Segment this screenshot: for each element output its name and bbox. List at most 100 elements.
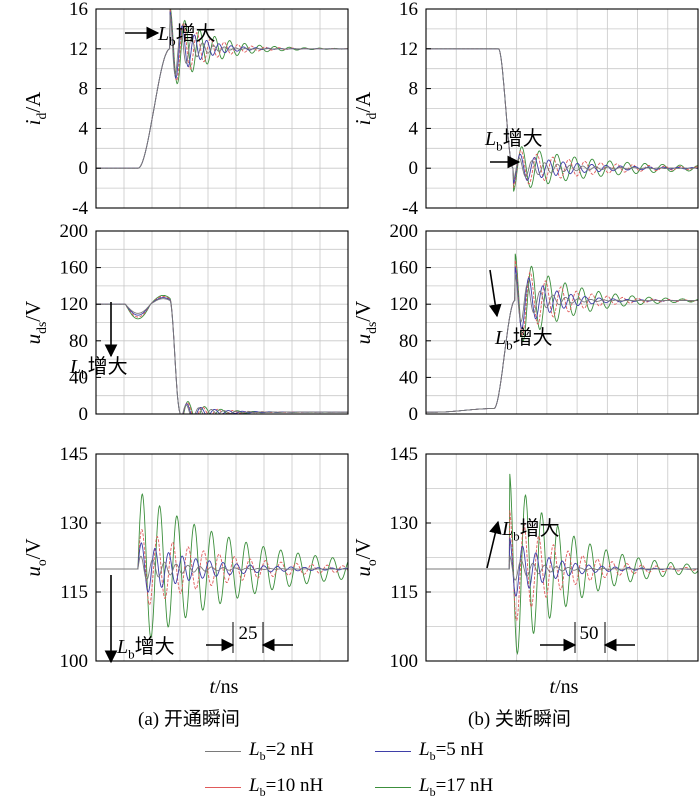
plot-frame xyxy=(425,453,699,662)
y-tick-label: 145 xyxy=(60,444,89,465)
text-part: 增大 xyxy=(503,127,543,150)
y-tick-label: 160 xyxy=(60,258,89,279)
y-tick-label: 200 xyxy=(390,221,419,242)
y-axis-label: id/A xyxy=(21,91,49,126)
series-line-2nH xyxy=(96,555,348,581)
y-tick-label: 80 xyxy=(399,331,418,352)
legend-item-17nH: Lb=17 nH xyxy=(375,772,493,802)
x-axis-label: t/ns xyxy=(550,676,579,698)
text-part: /V xyxy=(351,538,375,559)
text-part: L xyxy=(116,636,128,658)
series-line-10nH xyxy=(426,48,699,188)
text-part: i xyxy=(351,119,375,125)
y-tick-label: 160 xyxy=(390,258,419,279)
text-part: b xyxy=(81,367,88,382)
series-line-2nH xyxy=(426,555,698,581)
panel-b-bot: 100 115 130 145 uo/V t/ns Lb增大 50 xyxy=(351,444,699,698)
text-part: d xyxy=(34,112,49,119)
text-part: u xyxy=(21,334,45,345)
series-line-17nH xyxy=(426,253,699,413)
text-part: /ns xyxy=(555,676,579,698)
y-axis-label: uo/V xyxy=(21,538,49,576)
legend-label: Lb=17 nH xyxy=(419,774,494,799)
series-line-2nH xyxy=(96,298,348,415)
legend-item-10nH: Lb=10 nH xyxy=(205,772,323,802)
panel-a-mid: 0 40 80 120 160 200 uds/V Lb增大 xyxy=(21,221,349,425)
y-tick-label: 130 xyxy=(390,513,419,534)
text-part: ds xyxy=(34,322,49,334)
text-part: b xyxy=(506,338,513,353)
y-tick-label: 115 xyxy=(390,582,418,603)
text-part: t xyxy=(550,676,556,698)
annotation: Lb增大 xyxy=(494,326,553,353)
text-part: /ns xyxy=(215,676,239,698)
text-part: /V xyxy=(21,301,45,322)
plot-frame xyxy=(425,8,699,209)
y-tick-label: 4 xyxy=(79,118,89,139)
legend-swatch xyxy=(375,786,411,788)
text-part: b xyxy=(513,529,520,544)
series-line-5nH xyxy=(426,266,698,413)
annotation: Lb增大 xyxy=(69,355,128,382)
y-tick-label: -4 xyxy=(72,198,88,219)
text-part: o xyxy=(364,559,379,566)
series-line-5nH xyxy=(96,11,348,169)
y-tick-label: -4 xyxy=(402,198,418,219)
series-line-2nH xyxy=(426,273,699,413)
panel-a-top: -4 0 4 8 12 16 id/A Lb增大 xyxy=(21,0,349,219)
text-part: /V xyxy=(351,301,375,322)
panel-b-top: -4 0 4 8 12 16 id/A Lb增大 xyxy=(351,0,699,219)
figure: -40481216id/ALb增大04080120160200uds/VLb增大… xyxy=(21,0,699,698)
text-part: u xyxy=(351,566,375,577)
y-tick-label: 40 xyxy=(399,367,418,388)
caption-b: (b) 关断瞬间 xyxy=(468,709,571,730)
legend-swatch xyxy=(205,786,241,788)
y-axis-label: uo/V xyxy=(351,538,379,576)
y-tick-label: 0 xyxy=(79,158,89,179)
plot-frame xyxy=(425,230,699,415)
annotation: Lb增大 xyxy=(157,22,216,49)
caption-a: (a) 开通瞬间 xyxy=(138,709,240,730)
series-line-2nH xyxy=(96,14,348,169)
annotation-arrow xyxy=(486,520,502,569)
annotation: Lb增大 xyxy=(501,517,560,544)
y-tick-label: 16 xyxy=(69,0,88,20)
text-part: t xyxy=(210,676,216,698)
y-tick-label: 115 xyxy=(60,582,88,603)
text-part: L xyxy=(157,23,169,45)
text-part: b xyxy=(496,139,503,154)
y-axis-label: id/A xyxy=(351,91,379,126)
y-tick-label: 120 xyxy=(390,294,419,315)
y-tick-label: 40 xyxy=(69,367,88,388)
panel-a-bot: 100 115 130 145 uo/V t/ns Lb增大 25 xyxy=(21,444,349,698)
plot-frame xyxy=(95,8,349,209)
text-part: 增大 xyxy=(135,635,175,658)
text-part: 增大 xyxy=(513,326,553,349)
text-part: 增大 xyxy=(88,355,128,378)
y-tick-label: 0 xyxy=(409,404,419,425)
text-part: o xyxy=(34,559,49,566)
text-part: L xyxy=(484,128,496,150)
scale-marker-label: 25 xyxy=(239,623,258,644)
legend-item-2nH: Lb=2 nH xyxy=(205,736,314,766)
plot-frame xyxy=(95,230,349,415)
text-part: L xyxy=(501,518,513,540)
text-part: 增大 xyxy=(520,517,560,540)
text-part: L xyxy=(494,327,506,349)
text-part: u xyxy=(21,566,45,577)
y-tick-label: 16 xyxy=(399,0,418,20)
y-tick-label: 100 xyxy=(60,651,89,672)
text-part: L xyxy=(69,356,81,378)
text-part: i xyxy=(21,119,45,125)
y-tick-label: 100 xyxy=(390,651,419,672)
text-part: /A xyxy=(21,91,45,113)
legend-label: Lb=10 nH xyxy=(249,774,324,799)
text-part: /V xyxy=(21,538,45,559)
annotation: Lb增大 xyxy=(116,635,175,662)
legend-swatch xyxy=(205,750,241,752)
y-tick-label: 4 xyxy=(409,118,419,139)
text-part: /A xyxy=(351,91,375,113)
text-part: b xyxy=(128,647,135,662)
annotation-arrow xyxy=(488,269,502,318)
y-tick-label: 200 xyxy=(60,221,89,242)
